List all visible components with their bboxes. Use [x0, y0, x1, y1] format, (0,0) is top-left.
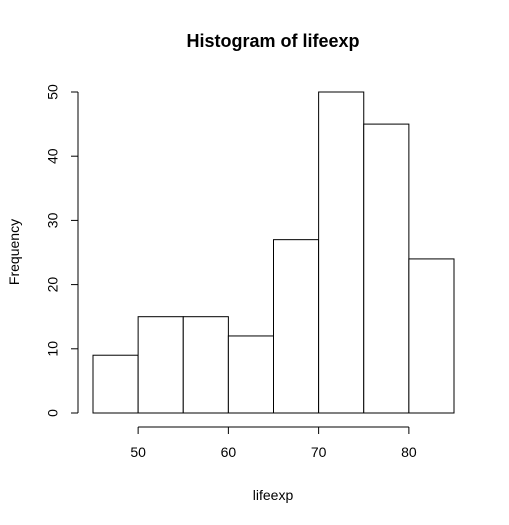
histogram-bar: [227, 335, 274, 414]
y-axis-label: Frequency: [6, 219, 22, 285]
y-tick-label: 40: [45, 148, 61, 164]
histogram-bar: [137, 316, 184, 414]
x-tick-label: 80: [401, 444, 417, 460]
y-tick-label: 20: [45, 277, 61, 293]
histogram-bar: [92, 354, 139, 414]
chart-title: Histogram of lifeexp: [186, 31, 359, 51]
x-tick-label: 60: [221, 444, 237, 460]
histogram-bar: [408, 258, 455, 414]
y-tick-label: 30: [45, 212, 61, 228]
y-axis: 0 10 20 30 40 50: [45, 84, 79, 417]
x-axis: 50 60 70 80: [130, 426, 417, 460]
x-tick-label: 50: [130, 444, 146, 460]
x-axis-label: lifeexp: [253, 487, 294, 503]
histogram-bar: [182, 316, 229, 414]
histogram-bar: [273, 239, 320, 414]
histogram-bar: [363, 123, 410, 414]
y-tick-label: 50: [45, 84, 61, 100]
y-tick-label: 10: [45, 341, 61, 357]
bars-group: [92, 91, 455, 414]
y-tick-label: 0: [45, 409, 61, 417]
histogram-bar: [318, 91, 365, 414]
x-tick-label: 70: [311, 444, 327, 460]
